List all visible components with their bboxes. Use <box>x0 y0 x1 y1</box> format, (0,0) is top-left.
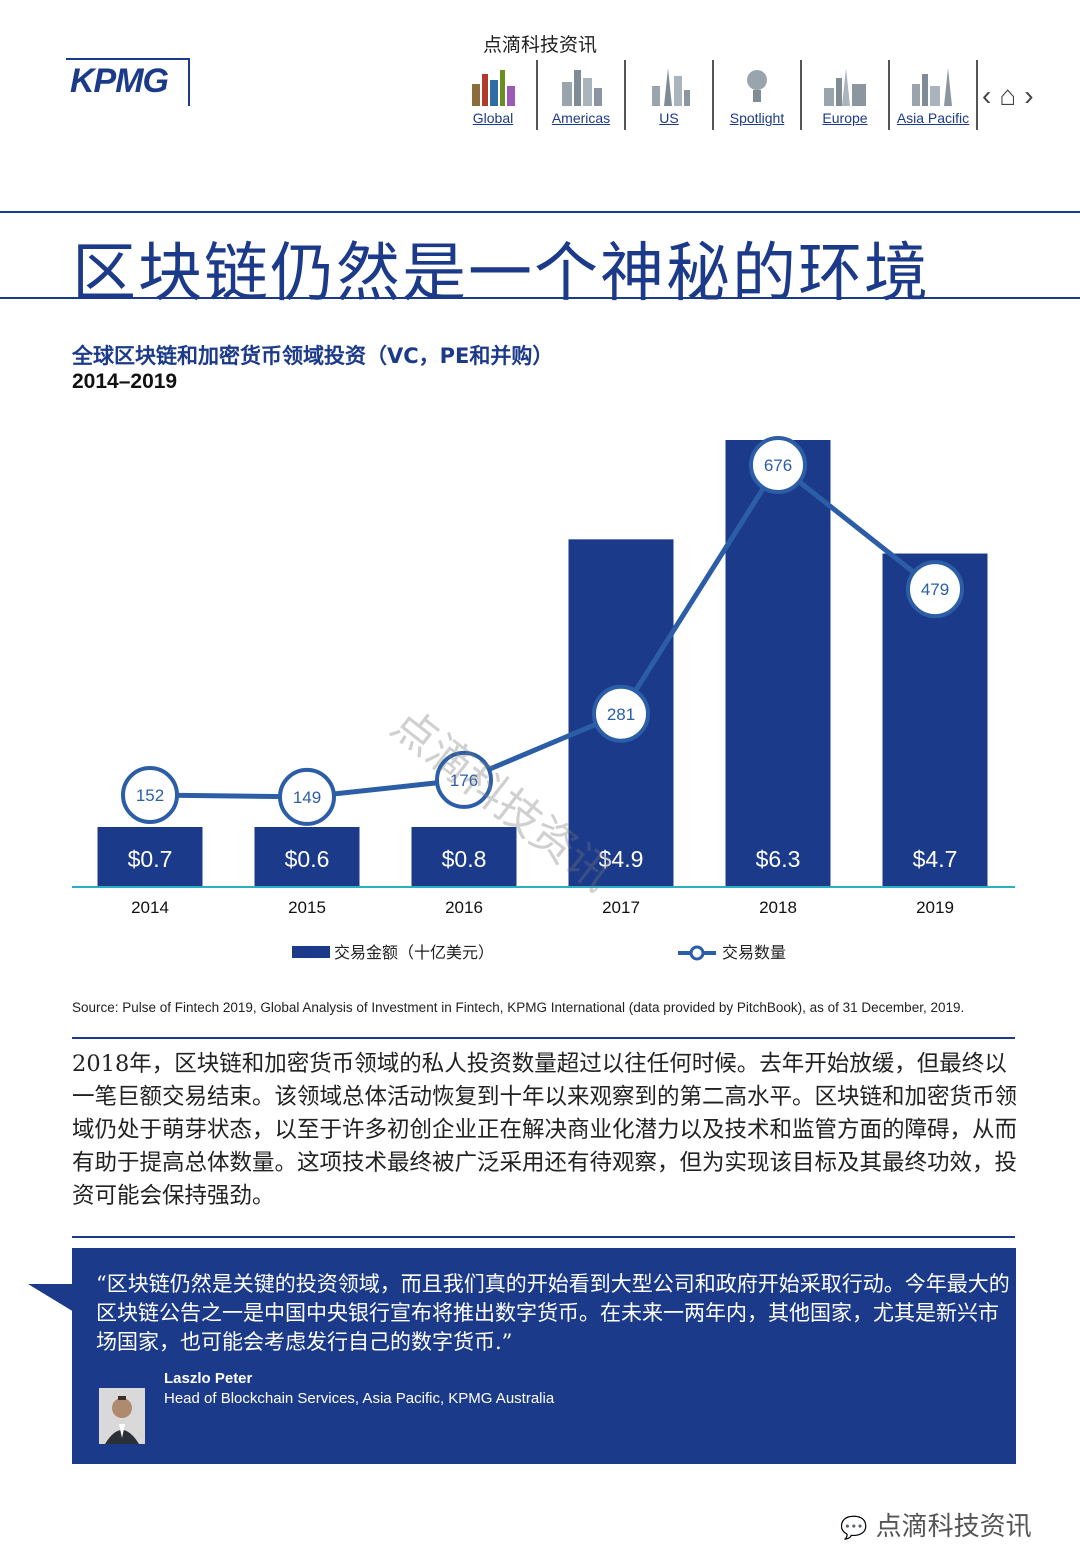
deal-count-point <box>749 436 807 494</box>
avatar <box>99 1388 145 1444</box>
deal-count-label: 152 <box>136 786 164 805</box>
deal-count-point <box>592 684 650 743</box>
skyline-americas-icon <box>562 70 602 106</box>
legend-label-amount: 交易金额（十亿美元） <box>334 943 494 962</box>
legend-swatch-bar <box>292 946 330 958</box>
deal-count-point <box>278 767 336 826</box>
bar-value-label: $4.7 <box>913 846 958 872</box>
skyline-europe-icon <box>824 68 866 106</box>
deal-count-label: 676 <box>764 456 792 475</box>
deal-count-point <box>435 750 493 809</box>
nav-label: Spotlight <box>729 110 785 126</box>
chevron-left-icon[interactable]: ‹ <box>982 80 992 111</box>
footer-watermark: 💬 点滴科技资讯 <box>840 1506 1032 1543</box>
legend-swatch-marker <box>689 945 705 961</box>
legend-label-count: 交易数量 <box>722 943 786 962</box>
x-tick-label: 2015 <box>288 898 326 917</box>
body-paragraph: 2018年，区块链和加密货币领域的私人投资数量超过以往任何时候。去年开始放缓，但… <box>72 1051 1018 1209</box>
x-tick-label: 2018 <box>759 898 797 917</box>
investment-chart: $0.7 $0.6 $0.8 $4.9 $6.3 $4.7 152 149 176 281 676… <box>72 436 1015 962</box>
source-note: Source: Pulse of Fintech 2019, Global An… <box>72 1000 965 1015</box>
skyline-us-icon <box>652 68 690 106</box>
top-watermark: 点滴科技资讯 <box>482 34 597 56</box>
deal-count-label: 479 <box>921 580 949 599</box>
skyline-asia-icon <box>912 68 952 106</box>
header-rule-top <box>0 211 1080 213</box>
bar-value-label: $0.6 <box>285 846 330 872</box>
footer-watermark-text: 点滴科技资讯 <box>875 1512 1032 1542</box>
bar-2018 <box>725 440 831 887</box>
bar-value-label: $0.7 <box>128 846 173 872</box>
x-tick-label: 2014 <box>131 898 169 917</box>
nav-label: Americas <box>551 110 611 126</box>
nav-item-global[interactable]: Global <box>450 60 538 130</box>
home-icon[interactable]: ⌂ <box>999 80 1017 111</box>
x-tick-label: 2019 <box>916 898 954 917</box>
chart-title: 全球区块链和加密货币领域投资（VC，PE和并购） <box>72 344 554 368</box>
deal-count-label: 281 <box>607 705 635 724</box>
logo-frame <box>66 58 190 106</box>
nav-label: Global <box>472 110 514 126</box>
nav-item-us[interactable]: US <box>626 60 714 130</box>
kpmg-logo: KPMG <box>70 62 169 100</box>
source-rule <box>72 1037 1015 1039</box>
wechat-icon: 💬 <box>840 1516 868 1541</box>
deal-count-label: 176 <box>450 771 478 790</box>
nav-controls: ‹ ⌂ › <box>982 80 1034 112</box>
skyline-global-icon <box>472 70 515 106</box>
quote-author-name: Laszlo Peter <box>164 1370 253 1387</box>
spotlight-icon <box>747 70 767 102</box>
quote-box <box>72 1248 1016 1464</box>
x-tick-label: 2016 <box>445 898 483 917</box>
bar-value-label: $0.8 <box>442 846 487 872</box>
deal-count-label: 149 <box>293 788 321 807</box>
chart-subtitle: 2014–2019 <box>72 370 178 393</box>
quote-text: “区块链仍然是关键的投资领域，而且我们真的开始看到大型公司和政府开始采取行动。今… <box>96 1272 1010 1354</box>
bar-2015 <box>254 827 360 887</box>
bar-value-label: $4.9 <box>599 846 644 872</box>
nav-label: Europe <box>822 110 868 126</box>
bar-2016 <box>411 827 517 887</box>
nav-label: US <box>659 110 679 126</box>
bar-2014 <box>97 827 203 887</box>
body-rule <box>72 1236 1015 1238</box>
header-rule-bottom <box>0 297 1080 299</box>
deal-count-point <box>906 560 964 619</box>
quote-author-role: Head of Blockchain Services, Asia Pacifi… <box>164 1390 555 1407</box>
nav-label: Asia Pacific <box>896 110 970 126</box>
person-photo-icon <box>99 1388 145 1444</box>
nav-item-americas[interactable]: Americas <box>538 60 626 130</box>
nav-item-europe[interactable]: Europe <box>802 60 890 130</box>
page-title: 区块链仍然是一个神秘的环境 <box>72 237 930 311</box>
nav-item-asia-pacific[interactable]: Asia Pacific <box>890 60 978 130</box>
x-tick-label: 2017 <box>602 898 640 917</box>
nav-item-spotlight[interactable]: Spotlight <box>714 60 802 130</box>
region-nav: Global Americas US Spotlight Europe A <box>450 60 978 132</box>
bar-value-label: $6.3 <box>756 846 801 872</box>
chevron-right-icon[interactable]: › <box>1024 80 1034 111</box>
deal-count-point <box>121 766 179 824</box>
quote-tail <box>28 1284 74 1312</box>
